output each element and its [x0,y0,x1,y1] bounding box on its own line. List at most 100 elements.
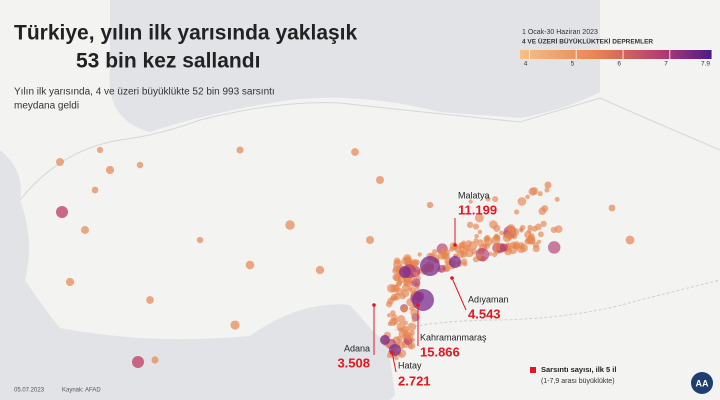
quake-dot [196,236,204,244]
quake-dot [476,253,482,260]
quake-dot [136,161,144,169]
quake-dot [236,146,244,154]
quake-dot [554,196,560,202]
quake-dot [483,242,491,250]
city-count: 3.508 [337,355,370,370]
quake-dot [406,333,414,341]
quake-dot [380,335,390,345]
quake-dot [81,226,89,234]
quake-dot [532,244,540,253]
leader-dot [450,276,454,280]
quake-dot [537,231,544,238]
city-name: Kahramanmaraş [420,332,487,342]
city-count: 4.543 [468,306,501,321]
quake-dot [460,250,468,258]
legend-tick-label: 6 [617,61,621,68]
quake-dot [547,241,561,254]
quake-dot [540,220,547,227]
quake-dot [488,251,493,257]
quake-dot [397,315,406,323]
footer-source: Kaynak: AFAD [62,388,101,394]
quake-dot [400,305,408,313]
quake-dot [518,242,525,249]
quake-dot [398,330,405,338]
quake-dot [519,227,524,232]
quake-dot [468,199,473,204]
legend-date: 1 Ocak-30 Haziran 2023 [522,29,598,36]
quake-dot [506,224,516,233]
footer-date: 05.07.2023 [14,388,45,394]
quake-dot [526,236,536,245]
quake-dot [415,285,420,290]
quake-dot [105,165,115,175]
legend-colorbar [520,50,712,59]
quake-dot [437,250,447,260]
title-line: Türkiye, yılın ilk yarısında yaklaşık [14,22,358,45]
quake-dot [492,196,499,203]
quake-dot [396,335,403,342]
quake-dot [410,308,419,317]
quake-dot [528,187,537,196]
quake-dot [537,239,542,244]
quake-dot [285,220,295,230]
quake-dot [449,256,461,268]
legend-tick-label: 5 [571,61,575,68]
quake-dot [466,221,474,229]
quake-dot [544,187,550,193]
legend-ticks: 4 5 6 7 7.9 [524,50,713,68]
quake-dot [410,259,419,267]
quake-dot [426,201,434,209]
key-text: (1-7,9 arası büyüklükte) [541,378,615,385]
quake-dot [390,310,396,316]
quake-dot [393,257,401,265]
quake-dot [476,239,485,247]
quake-dot [399,293,406,300]
quake-dot [408,343,414,349]
quake-dot [132,356,144,368]
quake-dot [625,235,635,245]
city-count: 11.199 [458,202,497,217]
quake-dot [387,297,394,305]
quake-dot [454,245,462,253]
quake-dot [541,205,549,213]
quake-dot [492,252,498,258]
quake-dot [608,204,616,212]
quake-dot [351,148,359,156]
quake-dot [499,243,508,252]
key-swatch [530,367,536,373]
leader-dot [372,303,376,307]
coastline [19,97,720,201]
quake-dot [512,242,520,250]
leader-line [391,351,397,373]
title-line: 53 bin kez sallandı [76,50,260,73]
quake-dot [413,271,418,276]
quake-dot [461,240,467,245]
quake-dot [468,241,478,250]
quake-dot [56,158,64,166]
quake-dot [517,197,527,206]
quake-dot [474,213,484,223]
city-count: 15.866 [420,344,460,359]
quake-dot [411,278,421,288]
subtitle-line: meydana geldi [14,101,79,112]
quake-dot [397,327,403,333]
quake-dot [420,256,440,276]
logo [691,372,713,394]
quake-dot [432,248,438,255]
quake-dot [525,194,530,200]
leader-dot [453,243,457,247]
quake-dot [151,356,159,364]
quake-dot [375,175,385,185]
quake-dot [388,318,397,326]
quake-dot [417,252,422,257]
quake-dot [527,224,533,230]
quake-dot [472,223,480,230]
legend-tick-label: 7.9 [701,61,710,68]
quake-dot [544,181,552,189]
quake-dot [91,186,99,194]
quake-dot [499,230,504,236]
legend-tick-label: 4 [524,61,528,68]
quake-dot [412,289,434,311]
quake-dot [494,233,499,239]
quake-dot [502,233,512,243]
